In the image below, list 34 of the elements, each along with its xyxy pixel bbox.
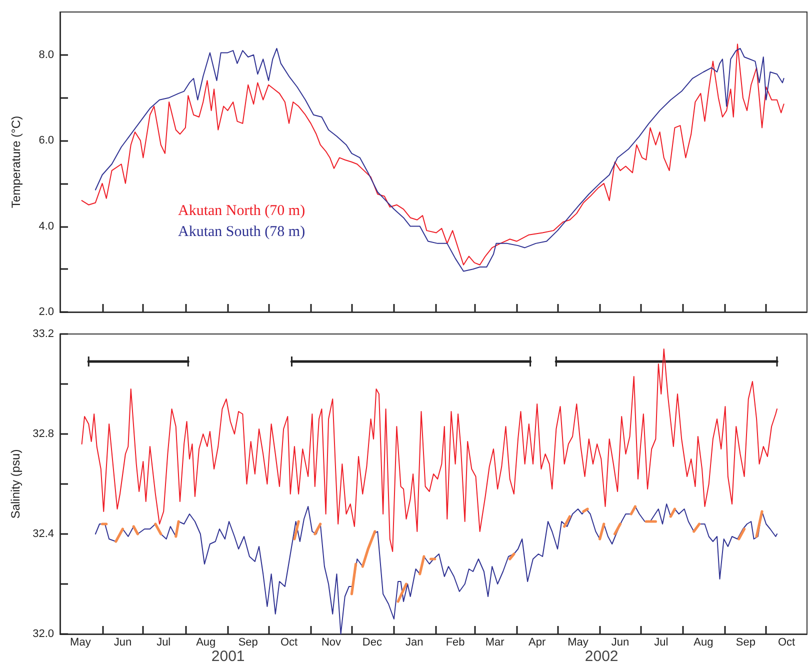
y-tick-label: 32.4 bbox=[32, 528, 54, 540]
text: 2001 bbox=[211, 648, 245, 664]
x-tick-label: Sep bbox=[238, 636, 258, 648]
x-tick-label: Jan bbox=[406, 636, 424, 648]
x-tick-label: May bbox=[70, 636, 92, 648]
x-tick-label: May bbox=[568, 636, 589, 648]
x-tick-label: Jun bbox=[611, 636, 630, 648]
x-tick-label: Mar bbox=[485, 636, 505, 648]
x-tick-label: Oct bbox=[778, 636, 796, 648]
y-tick-label: 32.8 bbox=[32, 428, 54, 440]
text: Akutan North (70 m) bbox=[178, 202, 306, 219]
x-tick-label: Aug bbox=[694, 636, 714, 648]
text: Akutan South (78 m) bbox=[178, 224, 306, 240]
line-series bbox=[94, 504, 778, 634]
x-tick-label: Jul bbox=[156, 636, 171, 648]
y-tick-label: 8.0 bbox=[38, 48, 54, 61]
x-tick-label: Sep bbox=[736, 636, 756, 648]
y-tick-label: 2.0 bbox=[38, 306, 54, 318]
y-axis-title: Temperature (°C) bbox=[9, 116, 23, 208]
x-tick-label: Jul bbox=[654, 636, 668, 648]
x-tick-label: Feb bbox=[446, 636, 465, 648]
x-tick-label: Jun bbox=[114, 636, 132, 648]
y-tick-label: 4.0 bbox=[38, 220, 54, 232]
x-tick-label: Apr bbox=[528, 636, 546, 648]
y-tick-label: 6.0 bbox=[38, 134, 54, 147]
line-series bbox=[81, 348, 778, 552]
x-tick-label: Dec bbox=[362, 636, 382, 648]
y-axis-title: Salinity (psu) bbox=[8, 449, 23, 519]
y-tick-label: 32.0 bbox=[32, 628, 54, 640]
x-tick-label: Oct bbox=[280, 636, 298, 648]
x-tick-label: Aug bbox=[196, 636, 216, 648]
x-tick-label: Nov bbox=[321, 636, 342, 648]
text: 2002 bbox=[584, 648, 618, 664]
y-tick-label: 33.2 bbox=[32, 328, 54, 340]
